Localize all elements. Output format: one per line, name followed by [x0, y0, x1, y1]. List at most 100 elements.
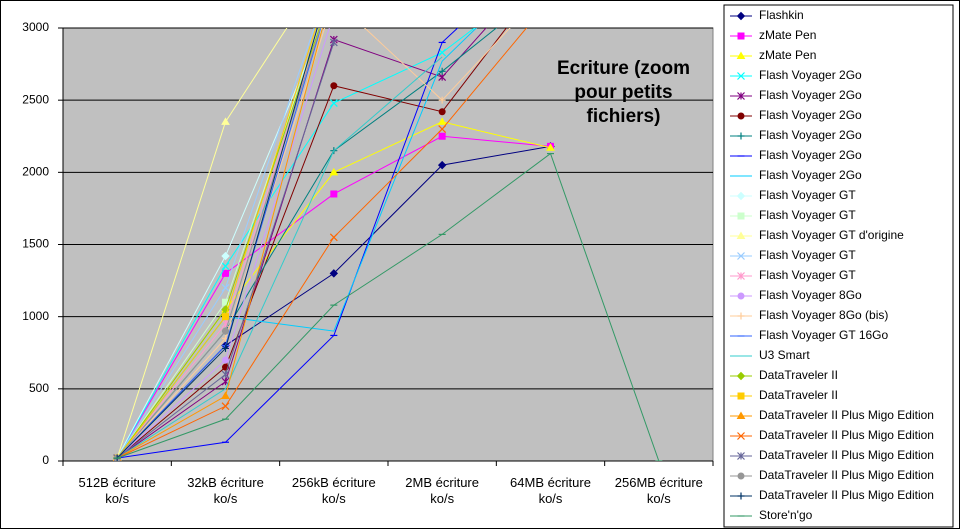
marker — [736, 371, 746, 381]
legend-label: zMate Pen — [759, 28, 816, 42]
marker — [330, 190, 338, 198]
marker — [329, 269, 339, 278]
legend-label: DataTraveler II Plus Migo Edition — [759, 448, 934, 462]
marker — [438, 48, 447, 57]
marker — [329, 99, 338, 107]
legend-label: Flashkin — [759, 8, 804, 22]
legend-label: DataTraveler II — [759, 388, 838, 402]
marker — [546, 143, 555, 151]
marker — [438, 125, 447, 133]
marker — [736, 411, 746, 419]
series-line — [116, 56, 443, 459]
marker — [737, 292, 745, 300]
legend-label: Flash Voyager 2Go — [759, 148, 862, 162]
legend-label: Flash Voyager GT — [759, 268, 856, 282]
marker — [222, 269, 229, 277]
marker — [221, 319, 230, 328]
legend-label: Flash Voyager GT 16Go — [759, 328, 889, 342]
marker — [221, 262, 230, 271]
marker — [221, 370, 230, 379]
marker — [736, 51, 746, 59]
marker — [736, 191, 746, 201]
y-tick-label: 2500 — [22, 92, 49, 106]
marker — [737, 472, 745, 480]
marker — [330, 1, 337, 3]
x-tick-label: 512B écriture ko/s — [78, 475, 156, 506]
marker — [222, 356, 229, 364]
marker — [437, 117, 447, 125]
marker — [438, 108, 446, 116]
legend-label: Flash Voyager GT — [759, 248, 856, 262]
legend-label: Flash Voyager 2Go — [759, 108, 862, 122]
legend-label: DataTraveler II Plus Migo Edition — [759, 428, 934, 442]
x-tick-label: 32kB écriture ko/s — [187, 475, 264, 506]
series-line — [116, 28, 511, 459]
y-tick-label: 1000 — [22, 309, 49, 323]
legend-box — [723, 4, 954, 528]
marker — [221, 391, 230, 400]
y-tick-label: 500 — [29, 381, 49, 395]
series-layer — [112, 1, 663, 461]
marker — [737, 72, 745, 80]
marker — [222, 298, 229, 306]
legend-label: DataTraveler II Plus Migo Edition — [759, 468, 934, 482]
y-tick-label: 1500 — [22, 237, 49, 251]
marker — [330, 1, 337, 3]
legend-label: DataTraveler II — [759, 368, 838, 382]
x-tick-label: 2MB écriture ko/s — [405, 475, 479, 506]
marker — [330, 82, 338, 90]
marker — [438, 67, 446, 75]
marker — [737, 312, 745, 320]
legend-label: Store'n'go — [759, 508, 813, 522]
marker — [222, 313, 229, 321]
marker — [221, 117, 230, 125]
legend-label: Flash Voyager 8Go — [759, 288, 862, 302]
marker — [737, 32, 745, 40]
marker — [736, 231, 746, 239]
legend-label: Flash Voyager GT — [759, 188, 856, 202]
marker — [737, 112, 745, 120]
marker — [222, 327, 229, 335]
y-tick-label: 3000 — [22, 20, 49, 34]
marker — [438, 132, 446, 140]
marker — [737, 392, 745, 400]
marker — [736, 11, 746, 21]
marker — [329, 233, 338, 242]
x-tick-label: 256kB écriture ko/s — [291, 475, 376, 506]
legend-label: DataTraveler II Plus Migo Edition — [759, 408, 934, 422]
marker — [221, 251, 230, 261]
x-tick-label: 256MB écriture ko/s — [614, 475, 703, 506]
marker — [737, 272, 745, 280]
legend-label: Flash Voyager GT d'origine — [759, 228, 904, 242]
marker — [221, 283, 230, 292]
marker — [737, 492, 745, 500]
marker — [737, 452, 745, 460]
legend-label: Flash Voyager GT — [759, 208, 856, 222]
marker — [737, 212, 745, 220]
marker — [438, 96, 446, 104]
marker — [737, 252, 745, 260]
legend-label: zMate Pen — [759, 48, 816, 62]
y-tick-label: 0 — [42, 453, 49, 467]
legend-label: Flash Voyager 2Go — [759, 68, 862, 82]
legend-label: DataTraveler II Plus Migo Edition — [759, 488, 934, 502]
legend-label: U3 Smart — [759, 348, 810, 362]
marker — [737, 92, 745, 100]
marker — [221, 402, 230, 411]
marker — [331, 11, 337, 17]
marker — [329, 167, 339, 176]
chart-title: Ecriture (zoom pour petits fichiers) — [556, 58, 691, 127]
legend-label: Flash Voyager 2Go — [759, 88, 862, 102]
y-tick-label: 2000 — [22, 165, 49, 179]
marker — [222, 344, 229, 352]
x-tick-label: 64MB écriture ko/s — [510, 475, 591, 506]
legend-label: Flash Voyager 8Go (bis) — [759, 308, 888, 322]
legend-label: Flash Voyager 2Go — [759, 168, 862, 182]
series-line — [116, 152, 660, 461]
marker — [737, 132, 745, 140]
legend-label: Flash Voyager 2Go — [759, 128, 862, 142]
marker — [547, 1, 554, 3]
marker — [737, 432, 745, 440]
